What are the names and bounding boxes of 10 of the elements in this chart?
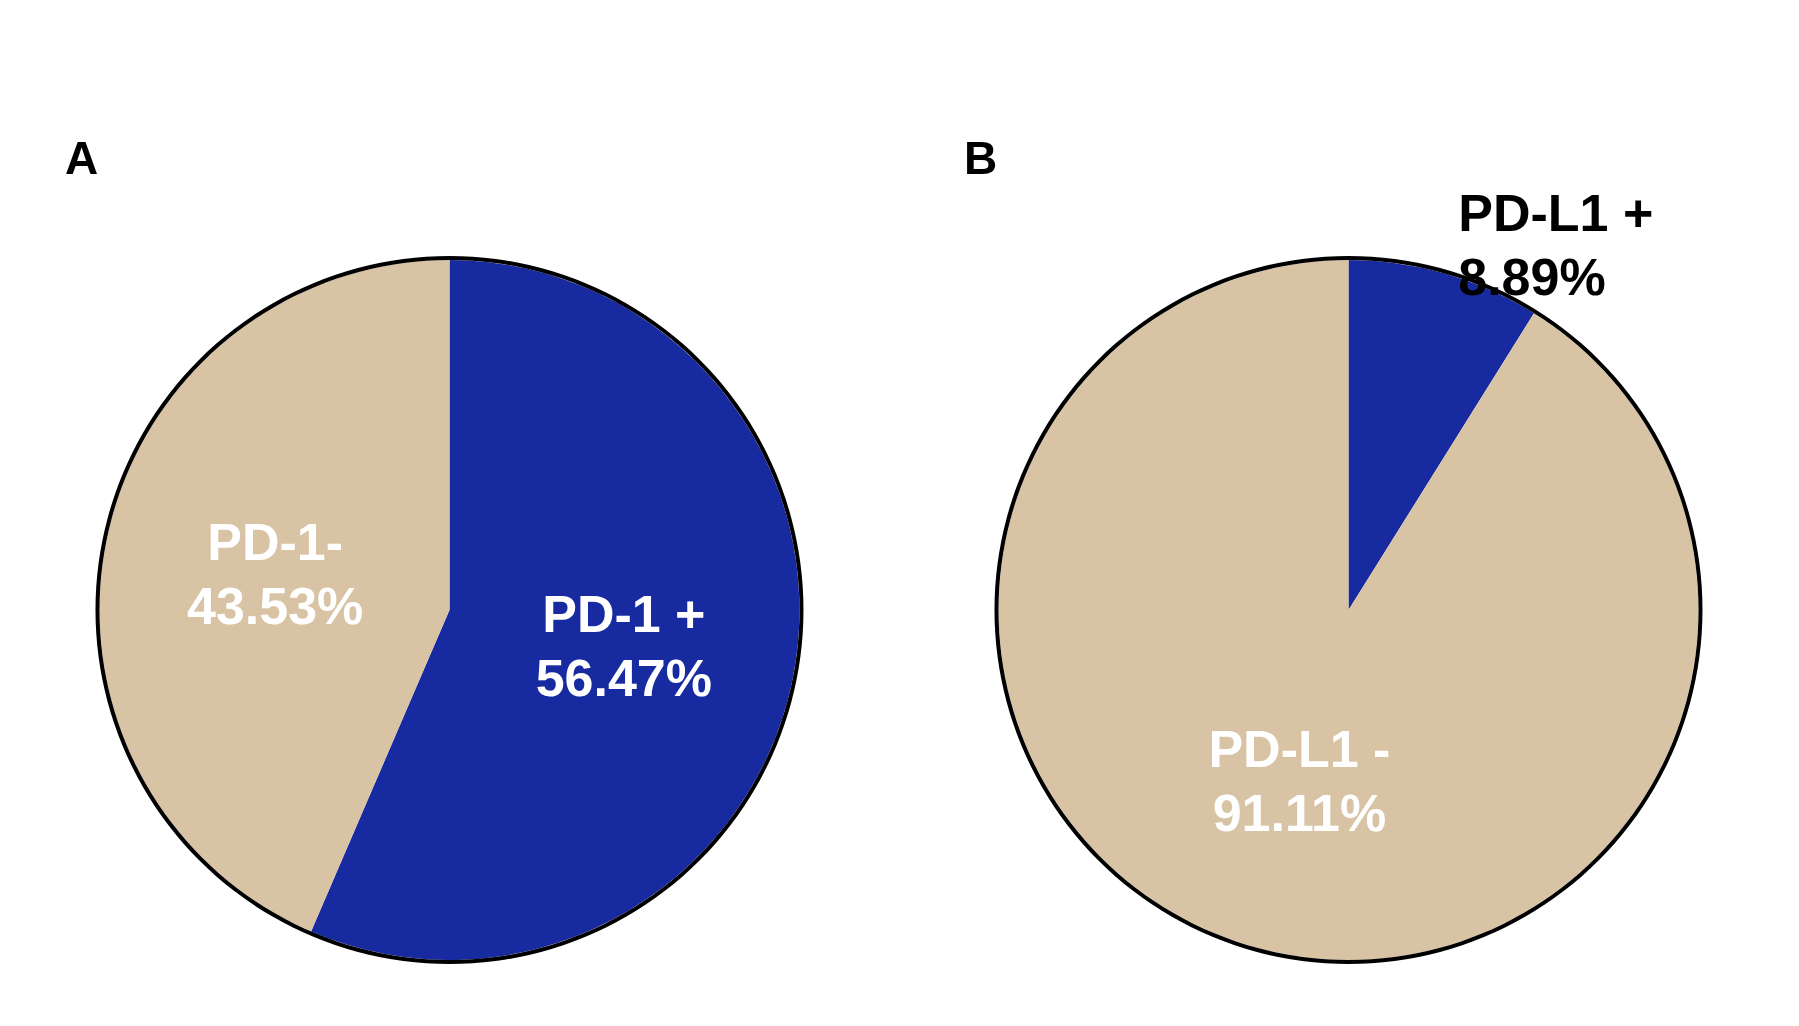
data-label: 56.47%: [535, 648, 713, 707]
chart-title: B: [964, 132, 998, 184]
data-label: 8.89%: [1458, 247, 1606, 306]
slice-label: PD-L1 +: [1458, 183, 1654, 242]
data-label: 43.53%: [186, 577, 364, 636]
data-label: 91.11%: [1212, 784, 1387, 843]
chart-title: A: [65, 132, 99, 184]
slice-label: PD-1 +: [542, 584, 706, 643]
slice-label: PD-L1 -: [1208, 720, 1391, 779]
slice-label: PD-1-: [207, 513, 344, 572]
